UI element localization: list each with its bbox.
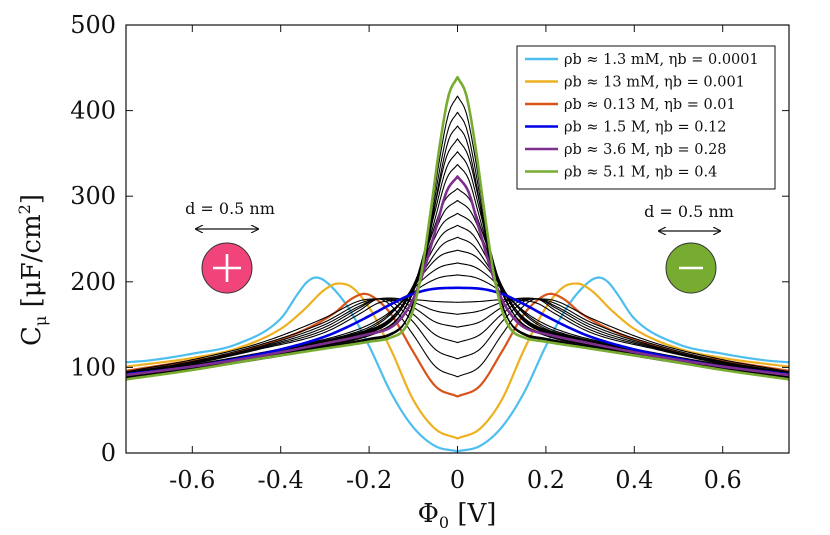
series-line-3 (126, 292, 789, 398)
series-line-6 (126, 75, 789, 381)
series-curves (126, 75, 789, 453)
x-tick-label: 0.4 (615, 466, 653, 494)
x-tick-label: 0.2 (527, 466, 565, 494)
legend-entry-label: ρb ≈ 1.5 M, ηb = 0.12 (564, 120, 727, 136)
y-tick-label: 300 (70, 182, 116, 210)
series-line-intermediate-2 (126, 298, 789, 374)
series-line-intermediate-6 (126, 299, 789, 375)
y-axis-label: Cμ [μF/cm2] (15, 194, 50, 346)
series-line-intermediate-1 (126, 298, 789, 378)
y-tick-label: 400 (70, 97, 116, 125)
x-tick-label: 0.6 (704, 466, 742, 494)
legend: ρb ≈ 1.3 mM, ηb = 0.0001 ρb ≈ 13 mM, ηb =… (516, 45, 776, 190)
series-line-2 (126, 282, 789, 440)
legend-entry-label: ρb ≈ 0.13 M, ηb = 0.01 (564, 97, 736, 113)
y-tick-label: 0 (101, 439, 116, 467)
x-tick-label: -0.2 (346, 466, 392, 494)
series-line-5 (126, 175, 789, 377)
legend-entry-label: ρb ≈ 3.6 M, ηb = 0.28 (564, 142, 727, 158)
annotation-cation-label: d = 0.5 nm (185, 199, 275, 218)
series-line-intermediate-5 (126, 297, 789, 374)
legend-box (516, 45, 776, 190)
legend-entry-label: ρb ≈ 1.3 mM, ηb = 0.0001 (564, 52, 759, 68)
x-tick-label: 0 (450, 466, 465, 494)
y-tick-label: 200 (70, 268, 116, 296)
x-axis-label: Φ0 [V] (418, 499, 497, 532)
annotation-anion-label: d = 0.5 nm (644, 202, 734, 221)
x-tick-label: -0.6 (169, 466, 215, 494)
series-line-intermediate-7 (126, 274, 789, 375)
legend-entry-label: ρb ≈ 13 mM, ηb = 0.001 (564, 75, 745, 91)
axis-ticks: -0.6 -0.4 -0.2 0 0.2 0.4 0.6 0 100 200 300 400 500 (70, 11, 789, 494)
y-tick-label: 100 (70, 353, 116, 381)
legend-entry-label: ρb ≈ 5.1 M, ηb = 0.4 (564, 165, 717, 181)
series-line-intermediate-4 (126, 298, 789, 374)
annotation-cation: d = 0.5 nm (185, 199, 275, 294)
annotation-anion: d = 0.5 nm (644, 202, 734, 294)
x-tick-label: -0.4 (258, 466, 304, 494)
y-tick-label: 500 (70, 11, 116, 39)
